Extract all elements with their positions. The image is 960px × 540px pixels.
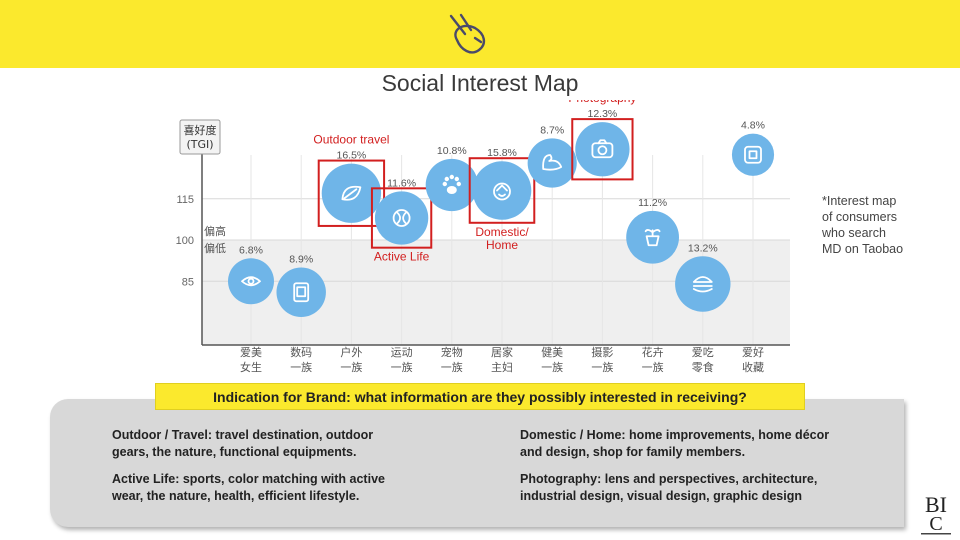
y-axis-title: 喜好度(TGI) [179,119,221,155]
bubble-circle [626,210,679,264]
bubble-point: 4.8% [731,120,775,176]
bubble-circle [276,267,326,317]
top-banner [0,0,960,68]
highlight-label: Active Life [374,250,430,264]
y-tick-label: 100 [176,235,194,247]
chart-footnote: *Interest map of consumers who search MD… [822,194,904,256]
share-label: 11.2% [638,197,667,209]
share-label: 12.3% [588,108,618,120]
share-label: 13.2% [688,242,718,254]
bubble-point: 8.7% [527,124,577,188]
bic-logo: BI C [921,492,951,535]
bic-logo-text-bottom: C [929,513,942,535]
x-tick-label: 运动一族 [391,346,413,374]
bubble-point: 6.8% [228,244,274,305]
share-label: 15.8% [487,147,517,159]
page-title: Social Interest Map [381,70,579,96]
bic-logo-text-top: BI [925,492,947,517]
bubble-circle [675,256,731,312]
x-tick-label: 摄影一族 [591,345,613,374]
share-label: 16.5% [337,150,367,162]
bubble-point: 16.5% Outdoor travel [313,133,389,227]
note-photography: Photography: lens and perspectives, arch… [520,472,818,503]
highlight-box [317,159,386,227]
bubble-circle [731,133,775,176]
bubble-circle [472,161,532,220]
note-domestic-home: Domestic / Home: home improvements, home… [520,428,830,459]
above-average-label: 偏高 [204,224,226,238]
y-axis-title-text: 喜好度(TGI) [184,123,217,151]
highlight-label: Outdoor travel [313,133,389,147]
highlight-label: Photography [568,100,636,105]
share-label: 8.7% [540,124,564,136]
x-tick-label: 数码一族 [290,346,312,374]
bubble-point: 10.8% [425,145,478,212]
x-tick-label: 健美一族 [541,346,563,374]
x-tick-label: 居家主妇 [491,345,513,374]
notes-right: Domestic / Home: home improvements, home… [520,427,850,515]
highlight-box [468,157,536,224]
bubble-circle [425,158,478,212]
note-active-life: Active Life: sports, color matching with… [112,472,385,503]
bubble-point: 12.3% Photography [568,100,636,181]
bubble-circle [527,138,577,188]
notes-left: Outdoor / Travel: travel destination, ou… [112,427,412,515]
y-tick-label: 85 [182,276,194,288]
bubble-circle [228,258,274,305]
x-tick-label: 爱吃零食 [692,346,714,374]
bubble-point: 11.2% [626,197,679,264]
bubble-point: 13.2% [675,242,731,312]
note-outdoor-travel: Outdoor / Travel: travel destination, ou… [112,428,374,459]
share-label: 6.8% [239,244,263,256]
x-tick-label: 花卉一族 [642,346,664,374]
brand-indication-banner: Indication for Brand: what information a… [155,383,805,410]
y-axis-title-box [179,119,221,155]
bubble-circle [374,191,429,245]
highlight-label: Domestic/Home [475,225,529,252]
share-label: 4.8% [741,120,765,132]
bubble-point: 8.9% [276,254,326,317]
x-tick-label: 户外一族 [340,345,362,374]
highlight-box [370,187,433,249]
share-label: 11.6% [387,177,416,189]
share-label: 8.9% [289,254,313,266]
bubble-circle [575,122,630,177]
bubble-point: 15.8% Domestic/Home [468,147,536,252]
below-average-label: 偏低 [204,241,226,255]
highlight-box [571,118,634,181]
insight-panel: Outdoor / Travel: travel destination, ou… [50,399,904,527]
x-tick-label: 爱美女生 [240,346,262,374]
share-label: 10.8% [437,145,467,157]
x-tick-label: 爱好收藏 [742,345,764,374]
y-tick-label: 115 [176,194,194,206]
x-tick-label: 宠物一族 [441,345,463,374]
rabbit-logo-icon [449,13,486,54]
bubble-point: 11.6% Active Life [370,177,433,264]
